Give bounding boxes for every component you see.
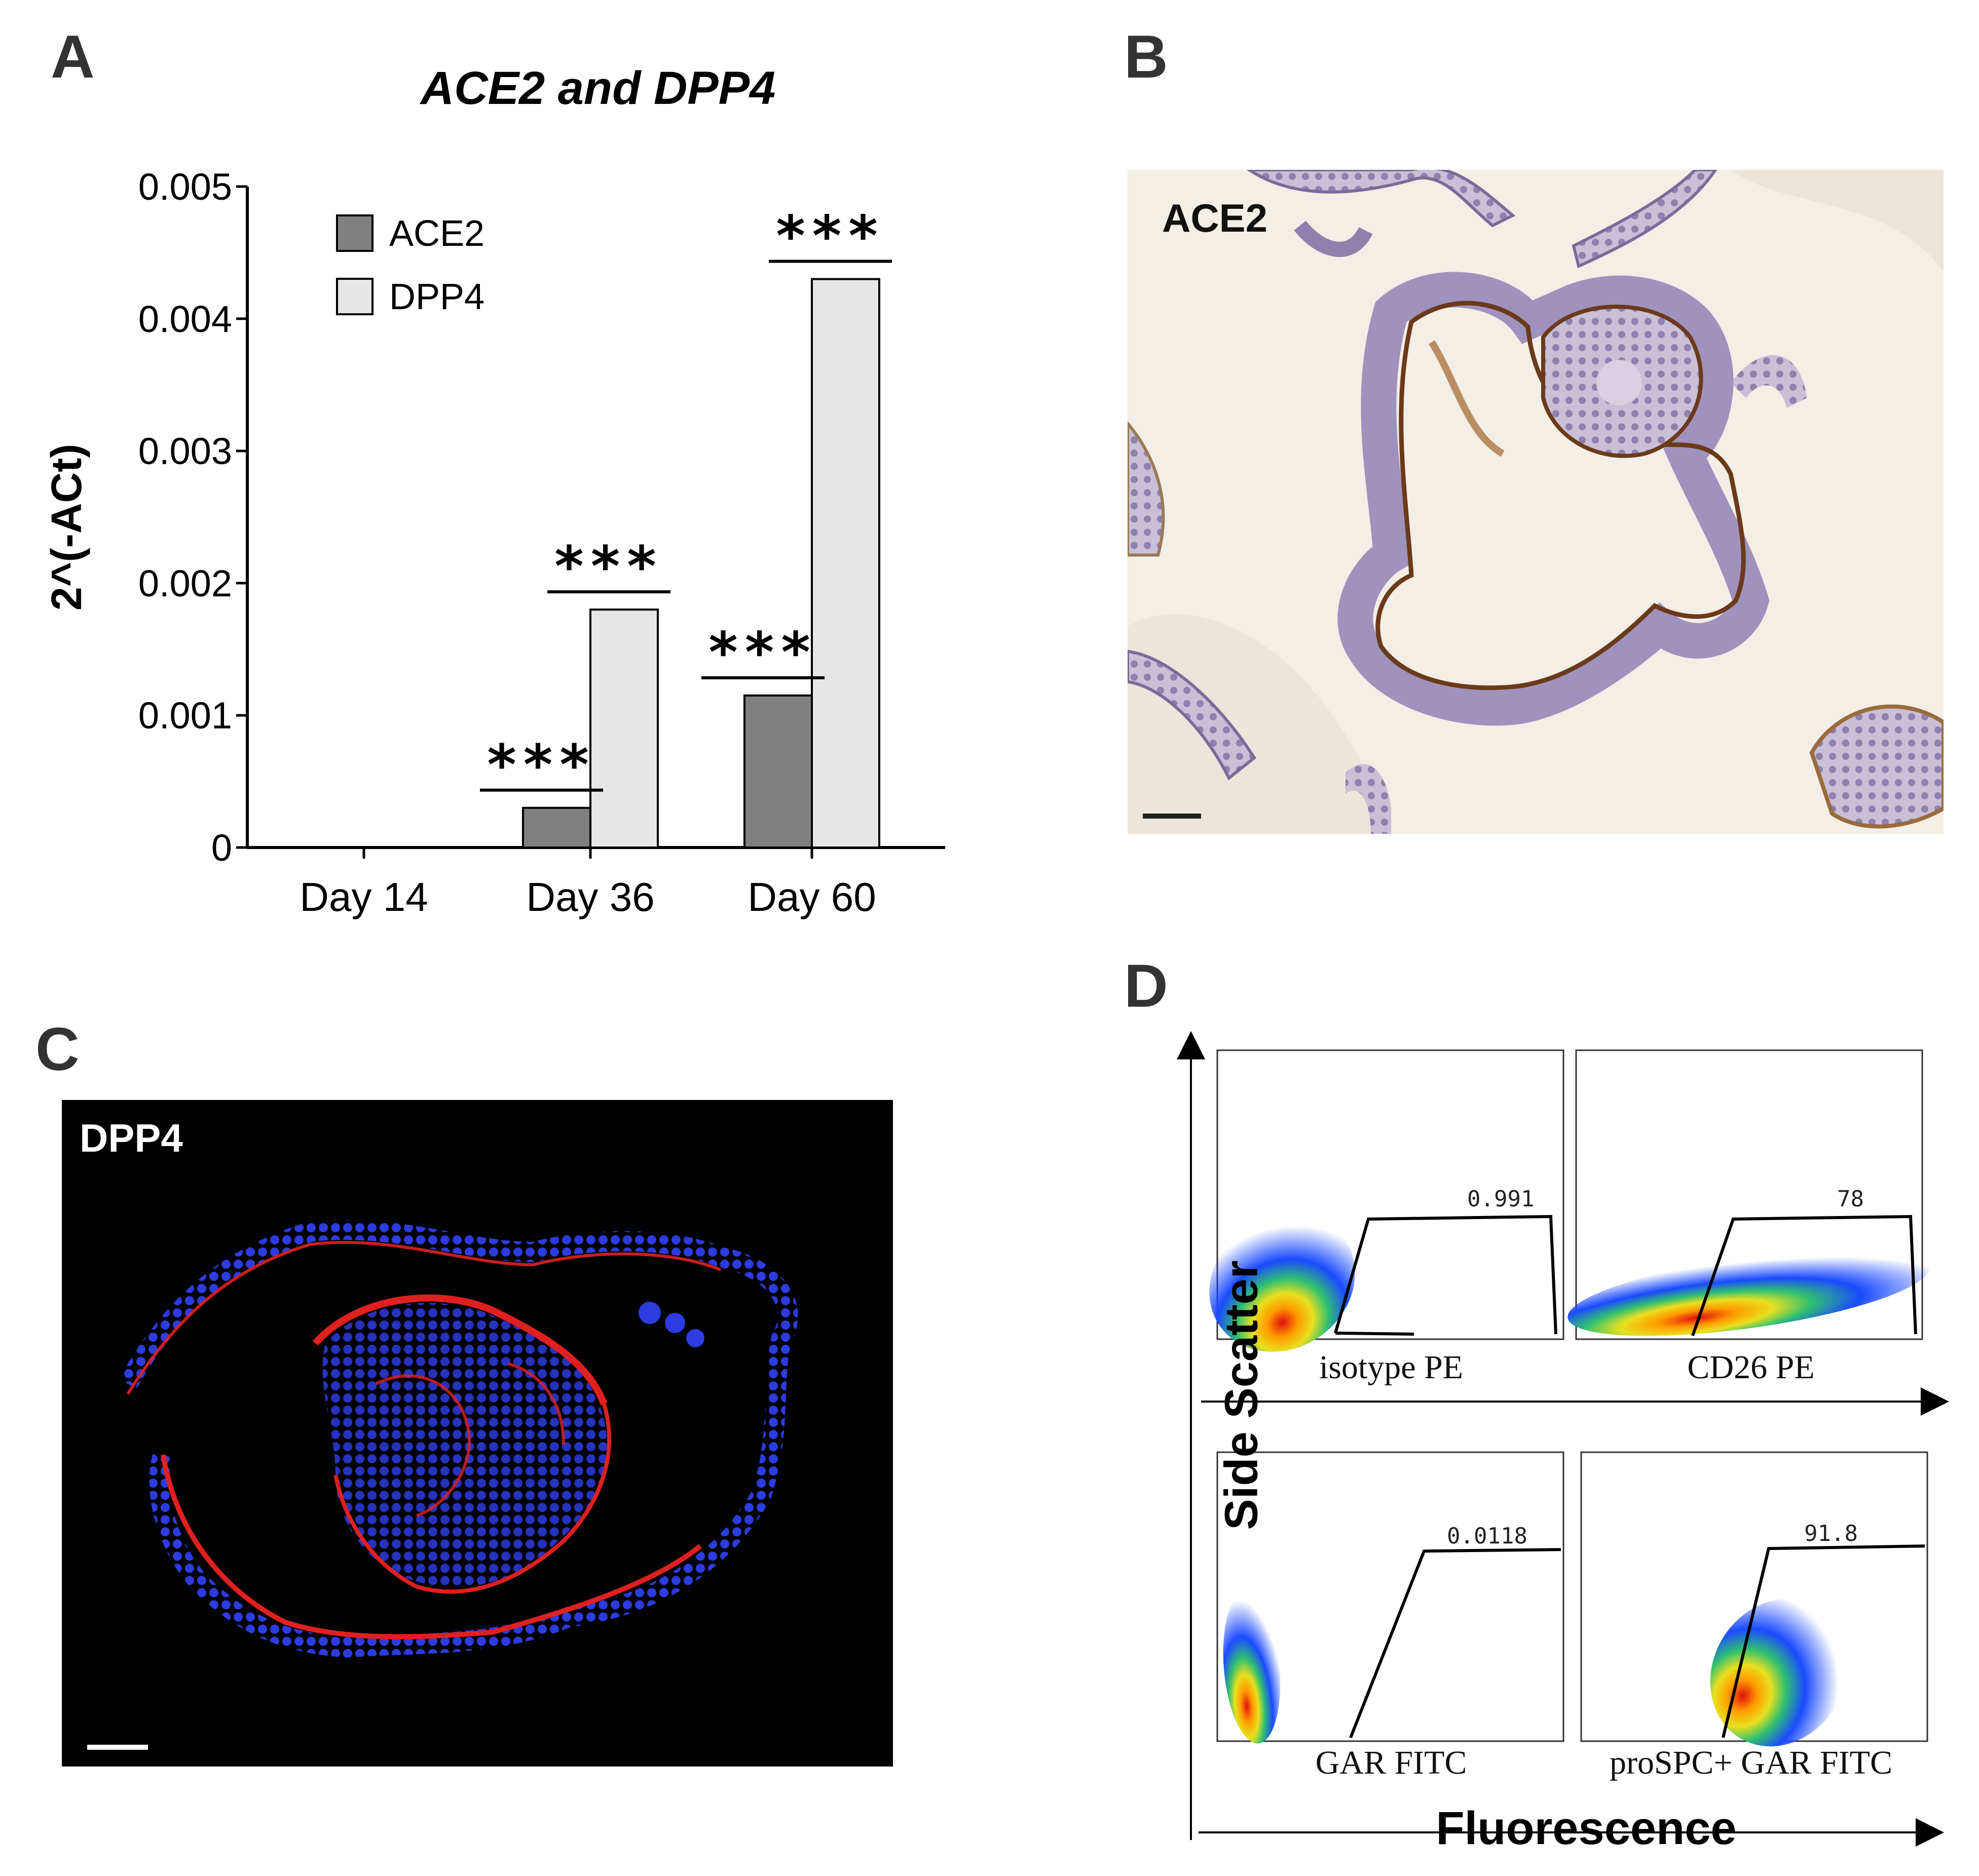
significance-stars: *** <box>554 534 663 599</box>
ihc-scale-bar <box>1143 814 1201 819</box>
bar-dpp4-day-36 <box>589 608 659 849</box>
bar-dpp4-day-60 <box>811 278 880 849</box>
facs-caption-cd26-pe: CD26 PE <box>1687 1349 1815 1386</box>
immunofluorescence-micrograph: DPP4 <box>62 1100 893 1767</box>
panel-letter-d: D <box>1124 952 1168 1020</box>
facs-plot-prospc-gar-fitc <box>1580 1451 1928 1747</box>
if-scale-bar <box>87 1745 148 1750</box>
panel-letter-b: B <box>1124 23 1168 91</box>
if-stain-label: DPP4 <box>80 1116 183 1160</box>
x-tick-label: Day 36 <box>526 874 654 919</box>
panel-letter-c: C <box>35 1015 80 1083</box>
facs-caption-prospc-gar-fitc: proSPC+ GAR FITC <box>1609 1744 1892 1781</box>
facs-y-axis-title: Side Scatter <box>1215 1260 1267 1530</box>
bar-ace2-day-60 <box>743 694 813 849</box>
y-tick-label: 0.003 <box>138 430 232 472</box>
y-tick-label: 0.001 <box>138 694 232 737</box>
gate-value-gar-fitc: 0.0118 <box>1447 1523 1527 1549</box>
significance-stars: *** <box>776 204 885 269</box>
bars <box>522 278 880 849</box>
facs-plot-cd26-pe <box>1567 1049 1929 1340</box>
y-tick-label: 0.005 <box>138 166 232 208</box>
gate-value-cd26-pe: 78 <box>1837 1186 1864 1212</box>
ihc-tissue-drawing <box>1128 170 1944 834</box>
bar-chart: ACE2 and DPP4 2^(-ACt) 00.0010.0020.0030… <box>43 62 945 919</box>
y-axis-label: 2^(-ACt) <box>43 444 90 611</box>
bar-ace2-day-36 <box>522 806 591 849</box>
legend-label: ACE2 <box>389 213 484 254</box>
y-tick-label: 0.004 <box>138 298 232 340</box>
if-tissue-drawing <box>62 1100 893 1767</box>
panel-letter-a: A <box>51 23 95 91</box>
facs-x-axis-title: Fluorescence <box>1436 1803 1737 1854</box>
flow-cytometry-panel <box>1177 1031 1949 1847</box>
facs-plot-isotype-pe <box>1209 1049 1564 1352</box>
x-tick-label: Day 60 <box>748 874 876 919</box>
ihc-stain-label: ACE2 <box>1162 196 1268 240</box>
ihc-micrograph: ACE2 <box>1128 170 1944 834</box>
legend-swatch <box>336 278 374 315</box>
x-tick-label: Day 14 <box>300 874 428 919</box>
y-tick-label: 0.002 <box>138 562 232 604</box>
legend-swatch <box>336 214 374 252</box>
legend: ACE2 DPP4 <box>336 213 484 317</box>
significance-stars: *** <box>708 620 817 685</box>
significance-stars: *** <box>487 732 596 797</box>
y-tick-label: 0 <box>211 827 232 869</box>
chart-title: ACE2 and DPP4 <box>420 62 775 114</box>
significance-annotations: *** *** *** *** <box>480 204 892 797</box>
legend-label: DPP4 <box>389 277 484 317</box>
facs-caption-gar-fitc: GAR FITC <box>1315 1744 1467 1781</box>
facs-caption-isotype-pe: isotype PE <box>1319 1349 1464 1386</box>
axes: 0 0.001 0.002 0.003 0.004 0.005 Day 14 Day 36 Da… <box>138 166 945 919</box>
facs-plot-gar-fitc <box>1216 1451 1564 1744</box>
gate-value-isotype-pe: 0.991 <box>1467 1186 1535 1212</box>
gate-value-prospc-gar-fitc: 91.8 <box>1804 1521 1858 1547</box>
